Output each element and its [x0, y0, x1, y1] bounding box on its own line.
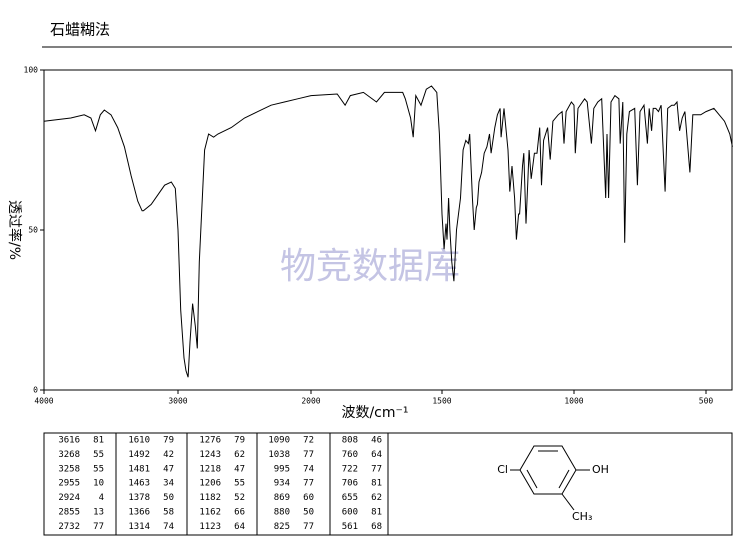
peak-transmittance: 79	[163, 436, 174, 446]
peak-transmittance: 52	[234, 493, 245, 503]
x-tick-label: 2000	[301, 397, 320, 406]
peak-transmittance: 77	[371, 464, 382, 474]
peak-wavenumber: 1481	[128, 464, 150, 474]
peak-transmittance: 47	[234, 464, 245, 474]
peak-transmittance: 74	[303, 464, 314, 474]
peak-wavenumber: 2955	[58, 479, 80, 489]
peak-transmittance: 55	[234, 479, 245, 489]
peak-transmittance: 47	[163, 464, 174, 474]
peak-transmittance: 81	[93, 436, 104, 446]
peak-transmittance: 77	[303, 479, 314, 489]
peak-transmittance: 34	[163, 479, 174, 489]
peak-wavenumber: 880	[274, 508, 290, 518]
peak-transmittance: 72	[303, 436, 314, 446]
peak-transmittance: 60	[303, 493, 314, 503]
peak-wavenumber: 706	[342, 479, 358, 489]
peak-wavenumber: 1366	[128, 508, 150, 518]
peak-transmittance: 79	[234, 436, 245, 446]
peak-wavenumber: 760	[342, 450, 358, 460]
y-tick-label: 50	[28, 226, 38, 235]
peak-wavenumber: 1378	[128, 493, 150, 503]
peak-wavenumber: 1038	[268, 450, 290, 460]
peak-wavenumber: 2924	[58, 493, 80, 503]
peak-transmittance: 81	[371, 479, 382, 489]
peak-wavenumber: 3268	[58, 450, 80, 460]
peak-wavenumber: 655	[342, 493, 358, 503]
x-tick-label: 1000	[564, 397, 583, 406]
peak-transmittance: 62	[371, 493, 382, 503]
peak-wavenumber: 995	[274, 464, 290, 474]
substituent-label: OH	[592, 463, 609, 476]
peak-transmittance: 13	[93, 508, 104, 518]
peak-transmittance: 77	[93, 522, 104, 532]
peak-transmittance: 58	[163, 508, 174, 518]
peak-wavenumber: 1243	[199, 450, 221, 460]
benzene-ring	[510, 445, 590, 511]
peak-wavenumber: 808	[342, 436, 358, 446]
peak-transmittance: 10	[93, 479, 104, 489]
x-tick-label: 500	[699, 397, 714, 406]
x-axis-label: 波数/cm⁻¹	[341, 405, 408, 421]
peak-wavenumber: 1206	[199, 479, 221, 489]
peak-transmittance: 42	[163, 450, 174, 460]
y-tick-label: 0	[33, 386, 38, 395]
peak-transmittance: 68	[371, 522, 382, 532]
peak-transmittance: 66	[234, 508, 245, 518]
peak-transmittance: 50	[163, 493, 174, 503]
peak-wavenumber: 1276	[199, 436, 221, 446]
x-tick-label: 4000	[34, 397, 53, 406]
peak-wavenumber: 1123	[199, 522, 221, 532]
peak-wavenumber: 869	[274, 493, 290, 503]
x-tick-label: 3000	[168, 397, 187, 406]
y-axis-label: 透过率/%	[6, 200, 23, 260]
peak-wavenumber: 1182	[199, 493, 221, 503]
peak-wavenumber: 934	[274, 479, 290, 489]
peak-transmittance: 64	[234, 522, 245, 532]
peak-wavenumber: 1463	[128, 479, 150, 489]
substituent-label: Cl	[497, 463, 508, 476]
peak-wavenumber: 1610	[128, 436, 150, 446]
peak-wavenumber: 1314	[128, 522, 150, 532]
peak-wavenumber: 1218	[199, 464, 221, 474]
peak-transmittance: 50	[303, 508, 314, 518]
peak-transmittance: 81	[371, 508, 382, 518]
watermark: 物竞数据库	[280, 246, 460, 287]
peak-transmittance: 55	[93, 450, 104, 460]
peak-wavenumber: 2855	[58, 508, 80, 518]
peak-wavenumber: 3258	[58, 464, 80, 474]
peak-wavenumber: 1090	[268, 436, 290, 446]
peak-transmittance: 77	[303, 450, 314, 460]
title: 石蜡糊法	[50, 21, 110, 39]
x-tick-label: 1500	[432, 397, 451, 406]
peak-wavenumber: 2732	[58, 522, 80, 532]
peak-transmittance: 74	[163, 522, 174, 532]
substituent-label: CH₃	[572, 510, 592, 523]
peak-transmittance: 46	[371, 436, 382, 446]
peak-wavenumber: 3616	[58, 436, 80, 446]
peak-wavenumber: 722	[342, 464, 358, 474]
peak-wavenumber: 825	[274, 522, 290, 532]
peak-wavenumber: 1162	[199, 508, 221, 518]
spectrum-line	[43, 85, 733, 378]
peak-wavenumber: 561	[342, 522, 358, 532]
peak-transmittance: 77	[303, 522, 314, 532]
peak-wavenumber: 600	[342, 508, 358, 518]
peak-transmittance: 64	[371, 450, 382, 460]
peak-transmittance: 4	[99, 493, 104, 503]
table-dividers	[115, 433, 389, 535]
peak-transmittance: 62	[234, 450, 245, 460]
peak-transmittance: 55	[93, 464, 104, 474]
peak-wavenumber: 1492	[128, 450, 150, 460]
y-tick-label: 100	[24, 66, 39, 75]
